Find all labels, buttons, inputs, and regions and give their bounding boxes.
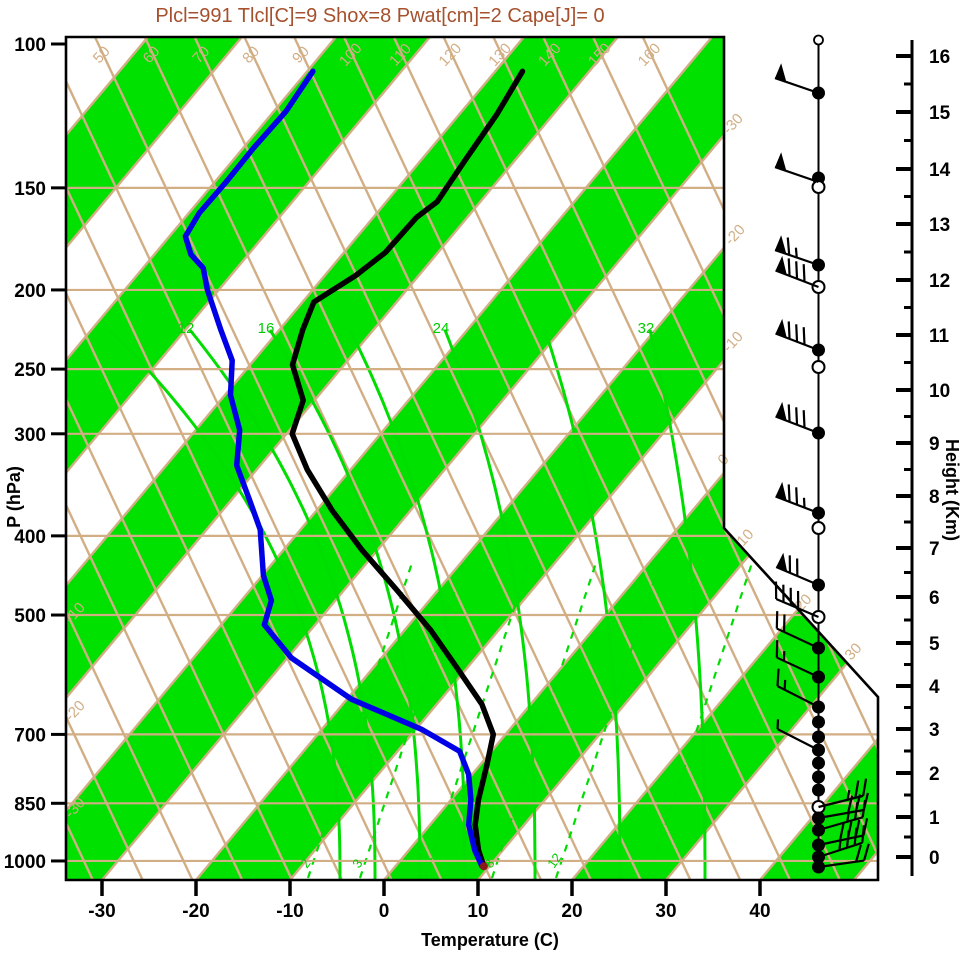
temperature-curve <box>289 68 526 869</box>
wind-level-dot <box>812 783 825 797</box>
height-tick-label: 7 <box>929 539 940 560</box>
height-tick-label: 12 <box>929 271 950 292</box>
wind-level-circle <box>811 521 826 535</box>
wind-level-dot <box>812 770 825 784</box>
wind-barb-icon <box>775 552 819 587</box>
wind-level-dot <box>812 730 825 744</box>
height-tick-label: 4 <box>929 677 940 698</box>
pressure-tick-label: 250 <box>14 360 46 381</box>
temperature-tick-label: 30 <box>655 901 676 922</box>
height-tick-label: 15 <box>929 103 951 124</box>
wind-barb-icon <box>775 481 819 515</box>
wind-barb-icon <box>774 581 819 619</box>
height-tick-label: 11 <box>929 326 950 347</box>
wind-barb-column <box>774 34 870 874</box>
wind-level-dot <box>812 860 825 874</box>
temperature-tick-label: -30 <box>88 901 115 922</box>
moist-adiabat-label: 16 <box>258 320 275 337</box>
wind-barb-icon <box>774 152 819 184</box>
dry-adiabat-lines <box>66 37 878 880</box>
wind-level-dot <box>812 715 825 729</box>
dry-adiabat-top-label: 80 <box>239 43 263 67</box>
wind-barb-icon <box>818 778 868 809</box>
height-tick-label: 5 <box>929 634 940 655</box>
temperature-tick-label: -20 <box>182 901 209 922</box>
dry-adiabat-top-label: 50 <box>90 43 114 67</box>
chart-title: Plcl=991 Tlcl[C]=9 Shox=8 Pwat[cm]=2 Cap… <box>155 5 604 27</box>
height-tick-label: 1 <box>929 808 940 829</box>
wind-barb-icon <box>775 640 819 678</box>
mixing-ratio-label: 12 <box>544 850 565 870</box>
pressure-tick-label: 300 <box>14 425 46 446</box>
pressure-axis: 100 150 200 250 300 400 500 700 850 1000 <box>4 35 66 873</box>
wind-staff-top-marker <box>813 34 824 46</box>
dewpoint-curve <box>182 68 485 869</box>
wind-barb-icon <box>776 719 819 751</box>
wind-level-circle <box>811 360 826 374</box>
pressure-tick-label: 400 <box>14 527 46 548</box>
moist-adiabat-lines <box>108 328 707 880</box>
temperature-tick-label: 40 <box>749 901 770 922</box>
pressure-tick-label: 1000 <box>4 852 46 873</box>
height-tick-label: 3 <box>929 720 940 741</box>
plot-frame <box>64 35 880 882</box>
wind-barb-icon <box>774 63 819 95</box>
pressure-tick-label: 150 <box>14 179 46 200</box>
height-tick-label: 9 <box>929 434 940 455</box>
wind-barb-icon <box>818 799 867 832</box>
surface-point-marker <box>479 862 488 871</box>
sounding-curves <box>182 68 526 869</box>
wind-barb-icon <box>776 668 819 708</box>
wind-level-dot <box>812 756 825 770</box>
wind-barb-icon <box>775 318 819 352</box>
dry-adiabat-top-label: 120 <box>436 40 466 70</box>
wind-barb-icon <box>775 611 819 649</box>
pressure-tick-label: 700 <box>14 725 46 746</box>
mixing-ratio-label: 3 <box>349 856 365 871</box>
wind-barb-icon <box>775 401 819 435</box>
temperature-tick-label: -10 <box>276 901 303 922</box>
height-tick-label: 0 <box>929 848 940 869</box>
height-tick-label: 2 <box>929 764 940 785</box>
wind-level-circle <box>811 180 826 194</box>
moist-adiabat-label: 24 <box>433 320 450 337</box>
temperature-axis: -30 -20 -10 0 10 20 30 40 <box>88 881 771 922</box>
pressure-tick-label: 850 <box>14 794 46 815</box>
height-tick-label: 8 <box>929 487 940 508</box>
height-tick-label: 6 <box>929 588 940 609</box>
pressure-tick-label: 500 <box>14 606 46 627</box>
height-axis-label: Height (Km) <box>942 439 961 541</box>
isotherm-edge-label: -20 <box>721 221 748 248</box>
dry-adiabat-top-label: 160 <box>635 40 665 70</box>
dry-adiabat-top-label: 90 <box>289 43 313 67</box>
wind-barb-icon <box>818 825 866 859</box>
wind-barb-icon <box>775 255 819 289</box>
height-tick-label: 14 <box>929 160 951 181</box>
pressure-tick-label: 200 <box>14 281 46 302</box>
height-tick-label: 16 <box>929 47 950 68</box>
temperature-tick-label: 20 <box>561 901 582 922</box>
pressure-tick-label: 100 <box>14 35 46 56</box>
height-tick-label: 10 <box>929 381 950 402</box>
pressure-axis-label: P (hPa) <box>4 466 24 528</box>
temperature-axis-label: Temperature (C) <box>421 930 559 950</box>
moist-adiabat-label: 32 <box>638 320 655 337</box>
wind-barb-icon <box>774 235 819 267</box>
temperature-tick-label: 0 <box>379 901 390 922</box>
moist-adiabat-label: 12 <box>178 320 195 337</box>
wind-barb-icon <box>818 843 870 869</box>
temperature-tick-label: 10 <box>467 901 488 922</box>
height-tick-label: 13 <box>929 215 950 236</box>
